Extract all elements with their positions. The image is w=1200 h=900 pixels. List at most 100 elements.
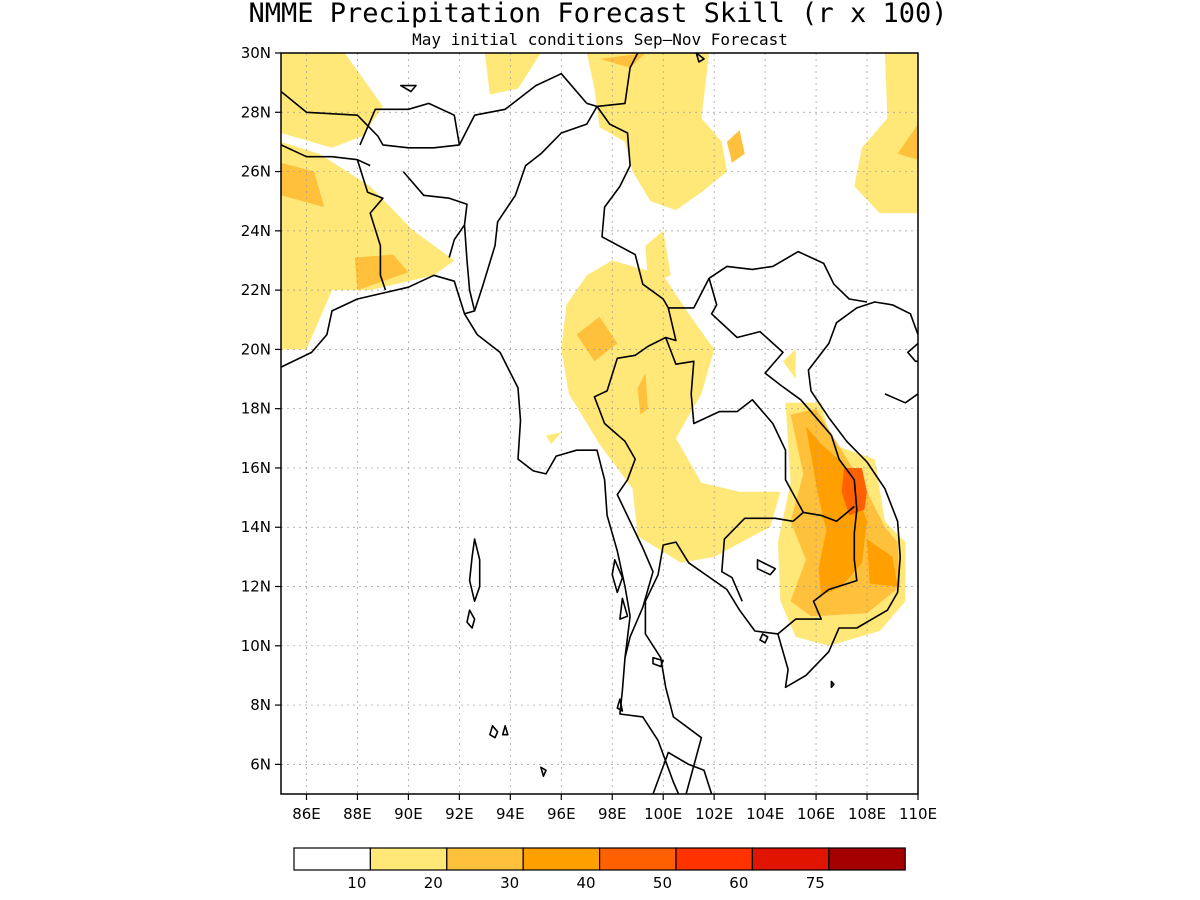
colorbar-label: 30: [500, 874, 519, 892]
skill-region-12: [576, 316, 618, 362]
colorbar-swatch-2: [446, 847, 524, 871]
lake-2: [695, 53, 705, 63]
lon-tick-label: 98E: [598, 805, 627, 823]
lon-tick-label: 92E: [445, 805, 474, 823]
map-frame: [280, 52, 919, 795]
colorbar-label: 50: [653, 874, 672, 892]
country-border-9: [664, 337, 805, 522]
island-6: [759, 633, 769, 644]
colorbar-label: 40: [577, 874, 596, 892]
colorbar-label: 20: [424, 874, 443, 892]
island-2: [489, 724, 499, 739]
country-border-14: [652, 751, 713, 794]
island-1: [466, 609, 476, 629]
lon-tick-label: 102E: [695, 805, 733, 823]
lon-tick-label: 86E: [292, 805, 321, 823]
skill-region-18: [805, 426, 867, 596]
skill-region-10: [281, 162, 325, 208]
figure-subtitle: May initial conditions Sep–Nov Forecast: [412, 30, 788, 49]
lat-tick-label: 30N: [241, 44, 271, 62]
country-border-8: [593, 307, 677, 658]
lon-tick-label: 110E: [899, 805, 937, 823]
coastline-1: [644, 301, 918, 794]
coastline-2: [884, 393, 918, 404]
skill-region-20: [841, 468, 867, 516]
lon-tick-label: 104E: [746, 805, 784, 823]
island-10: [616, 698, 624, 712]
lat-tick-label: 22N: [241, 281, 271, 299]
island-9: [652, 656, 665, 668]
colorbar: 10 20 30 40 50 60 75: [293, 847, 906, 892]
colorbar-swatch-5: [675, 847, 754, 871]
lat-tick-label: 6N: [250, 755, 271, 773]
lon-tick-label: 106E: [797, 805, 835, 823]
lon-tick-label: 100E: [644, 805, 682, 823]
lat-tick-label: 28N: [241, 103, 271, 121]
country-border-4: [402, 171, 468, 258]
colorbar-label: 60: [729, 874, 748, 892]
colorbar-swatch-7: [828, 847, 906, 871]
coastline-3: [906, 342, 918, 363]
country-border-1: [359, 102, 461, 146]
skill-region-14: [726, 130, 745, 163]
lat-tick-label: 24N: [241, 222, 271, 240]
lat-tick-label: 8N: [250, 696, 271, 714]
colorbar-label: 75: [806, 874, 825, 892]
lat-tick-label: 14N: [241, 518, 271, 536]
lake-1: [399, 84, 417, 93]
lon-tick-label: 88E: [343, 805, 372, 823]
country-border-10: [708, 278, 858, 635]
lat-tick-label: 16N: [241, 459, 271, 477]
colorbar-swatch-3: [522, 847, 601, 871]
skill-region-16: [599, 53, 646, 68]
lat-tick-label: 26N: [241, 163, 271, 181]
coastline-0: [281, 274, 680, 794]
skill-region-11: [354, 254, 409, 291]
colorbar-label: 10: [347, 874, 366, 892]
island-5: [619, 597, 629, 620]
colorbar-swatch-0: [293, 847, 372, 871]
skill-region-1: [281, 141, 455, 350]
skill-region-15: [897, 124, 918, 160]
latitude-axis: 30N 28N 26N 24N 22N 20N 18N 16N 14N 12N 10N 8N 6N: [241, 44, 281, 773]
island-7: [830, 680, 835, 689]
country-border-5: [463, 224, 476, 315]
map-area: [281, 53, 918, 794]
skill-region-2: [484, 53, 541, 95]
lat-tick-label: 20N: [241, 340, 271, 358]
lon-tick-label: 108E: [848, 805, 886, 823]
longitude-axis: 86E 88E 90E 92E 94E 96E 98E 100E 102E 104E 106E 108…: [292, 794, 937, 823]
skill-region-6: [561, 260, 781, 563]
skill-region-3: [586, 53, 727, 211]
country-border-3: [356, 159, 387, 291]
lake-0: [756, 558, 777, 576]
island-8: [540, 766, 547, 778]
figure-title: NMME Precipitation Forecast Skill (r x 1…: [249, 0, 948, 29]
skill-region-0: [281, 53, 383, 148]
colorbar-swatch-4: [598, 847, 677, 871]
country-border-12: [803, 505, 855, 523]
country-border-0: [281, 72, 588, 149]
skill-region-13: [637, 373, 648, 415]
lat-tick-label: 12N: [241, 578, 271, 596]
lon-tick-label: 90E: [394, 805, 423, 823]
country-border-11: [720, 517, 794, 602]
lon-tick-label: 96E: [547, 805, 576, 823]
lon-tick-label: 94E: [496, 805, 525, 823]
lat-tick-label: 10N: [241, 637, 271, 655]
country-border-13: [596, 53, 639, 108]
coastline-layer: [281, 53, 918, 794]
skill-region-9: [546, 432, 562, 445]
lat-tick-label: 18N: [241, 400, 271, 418]
colorbar-swatch-6: [751, 847, 830, 871]
country-border-2: [281, 144, 371, 167]
skill-shading-layer: [281, 53, 918, 646]
skill-region-8: [783, 349, 796, 379]
skill-region-19: [867, 539, 898, 587]
skill-region-5: [645, 230, 671, 285]
country-border-6: [473, 102, 598, 312]
island-4: [611, 558, 624, 594]
island-0: [468, 538, 481, 603]
colorbar-swatch-1: [369, 847, 448, 871]
